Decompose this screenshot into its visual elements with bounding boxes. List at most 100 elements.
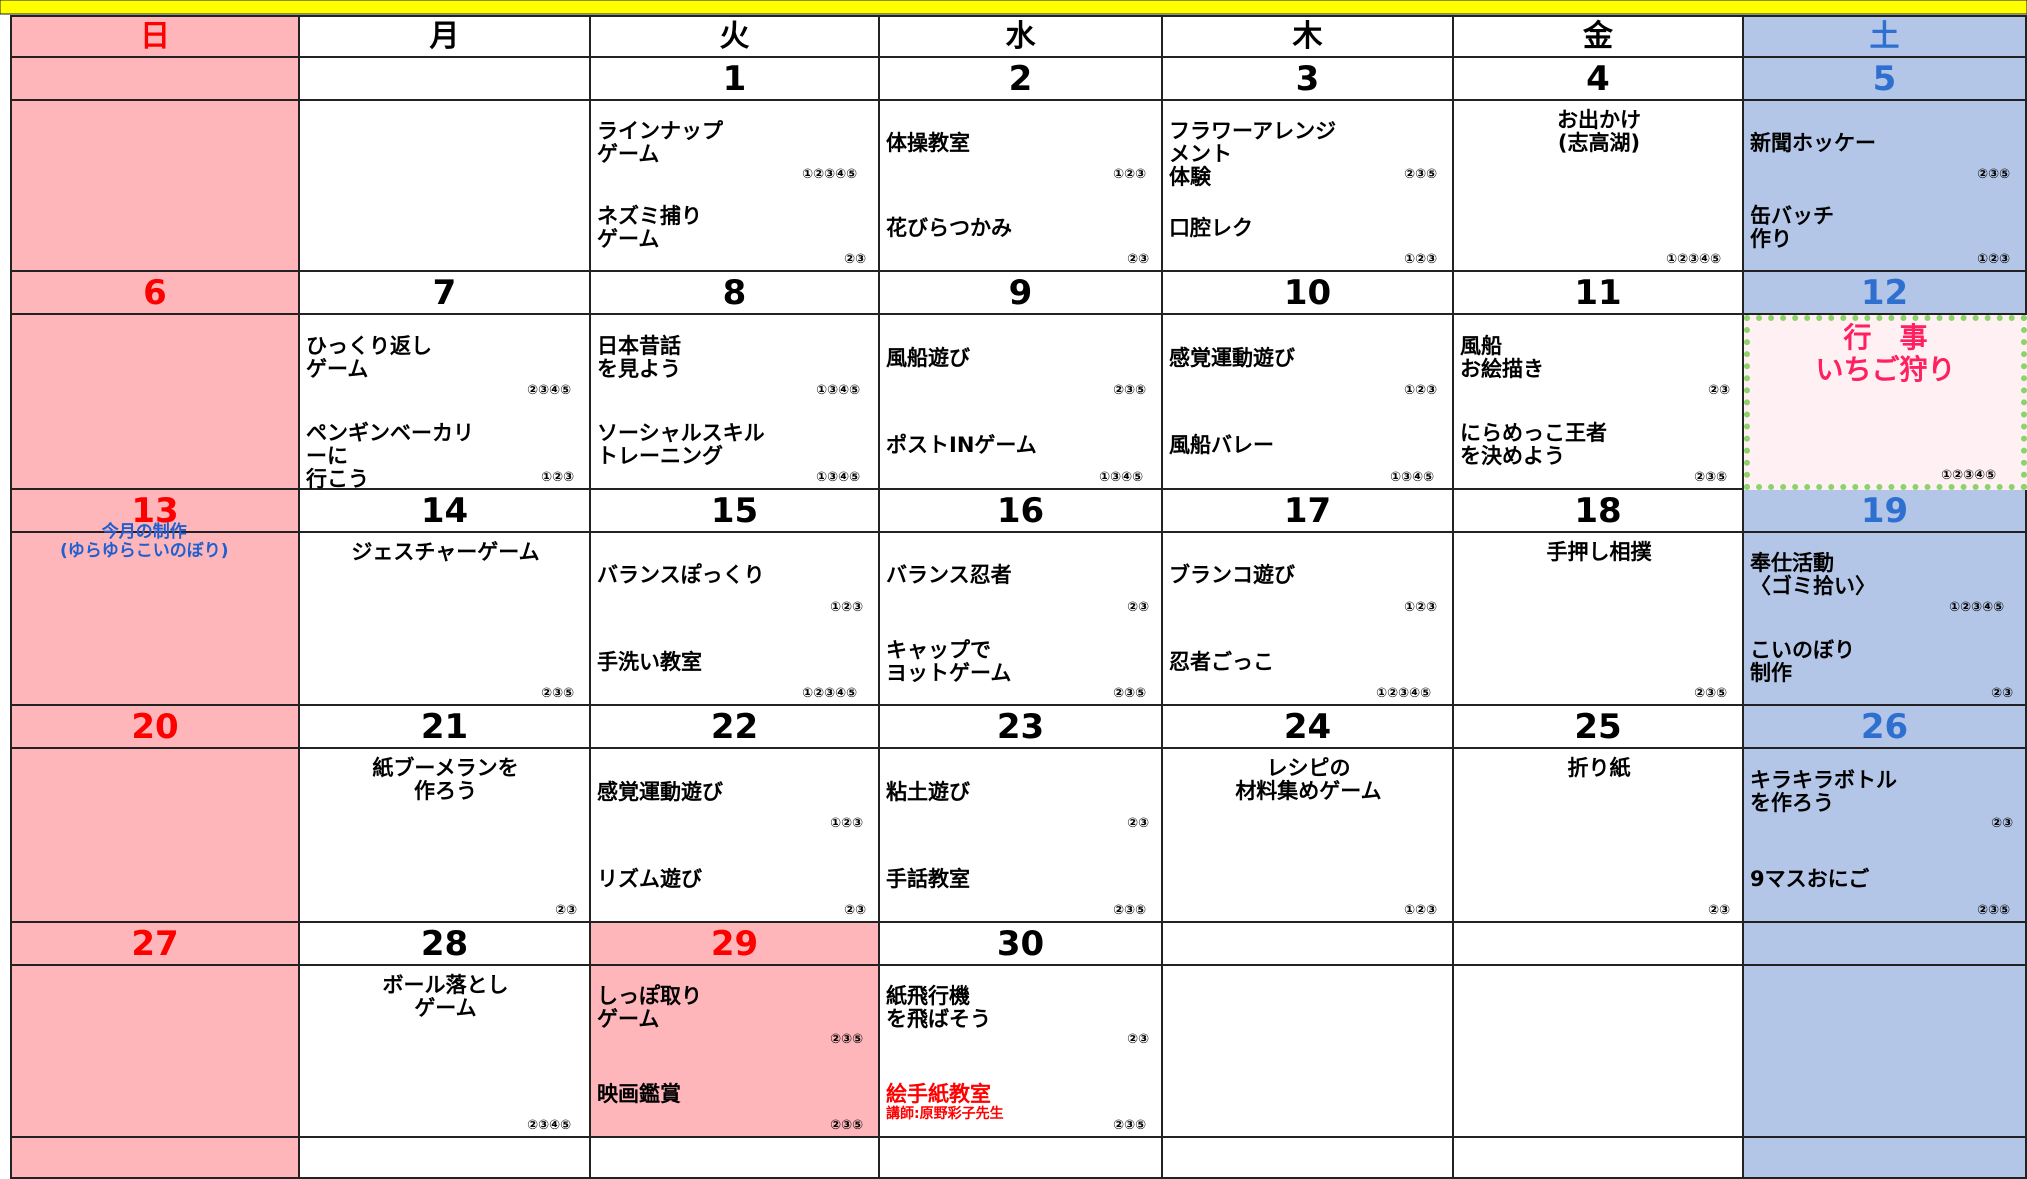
- date-cell: 27: [10, 923, 300, 966]
- date-cell: 23: [880, 706, 1163, 749]
- date-cell: [1744, 923, 2027, 966]
- activity: お出かけ (志高湖): [1557, 108, 1641, 156]
- activity: 口腔レク: [1169, 216, 1253, 241]
- day-header: 月: [300, 15, 591, 58]
- nums: ①②③④⑤: [802, 686, 858, 701]
- event-label: 行 事: [1843, 321, 1928, 354]
- activity: ジェスチャーゲーム: [351, 540, 540, 564]
- day-cell: [1744, 533, 2027, 706]
- date-cell: 14: [300, 490, 591, 533]
- day-cell: [1454, 315, 1744, 490]
- date-cell: 30: [880, 923, 1163, 966]
- date-cell: 5: [1744, 58, 2027, 101]
- day-cell: [1744, 749, 2027, 923]
- activity: 感覚運動遊び: [1169, 345, 1295, 370]
- nums: ②③⑤: [1977, 166, 2011, 182]
- date-cell: [1163, 923, 1454, 966]
- nums: ①②③: [1404, 903, 1438, 918]
- day-cell: [1163, 101, 1454, 272]
- day-cell: [1163, 749, 1454, 923]
- day-cell: [300, 533, 591, 706]
- activity: 風船バレー: [1169, 433, 1274, 458]
- nums: ①③④⑤: [1099, 470, 1144, 485]
- date-cell: 19: [1744, 490, 2027, 533]
- day-cell: [880, 533, 1163, 706]
- activity: 映画鑑賞: [597, 1082, 681, 1106]
- activity: ソーシャルスキル トレーニング: [597, 421, 765, 469]
- activity: バランス忍者: [886, 563, 1012, 588]
- activity: 忍者ごっこ: [1169, 649, 1274, 674]
- activity: 折り紙: [1567, 756, 1631, 780]
- date-cell: [10, 58, 300, 101]
- day-header: 日: [10, 15, 300, 58]
- nums: ②③⑤: [1113, 903, 1147, 918]
- date-cell: 24: [1163, 706, 1454, 749]
- activity: 風船 お絵描き: [1460, 333, 1544, 381]
- day-cell: [300, 101, 591, 272]
- date-cell: 28: [300, 923, 591, 966]
- nums: ②③④⑤: [527, 382, 572, 398]
- date-cell: 22: [591, 706, 880, 749]
- date-cell: 15: [591, 490, 880, 533]
- nums: ①③④⑤: [816, 382, 861, 398]
- nums: ②③: [555, 903, 578, 918]
- date-cell: 6: [10, 272, 300, 315]
- nums: ②③: [1127, 816, 1150, 831]
- activity: キャップで ヨットゲーム: [886, 637, 1012, 685]
- nums: ①②③: [1404, 252, 1438, 267]
- day-cell: [1454, 101, 1744, 272]
- activity: ラインナップ ゲーム: [597, 118, 723, 166]
- day-cell: [1744, 315, 2027, 490]
- activity: 粘土遊び: [886, 779, 970, 804]
- empty-cell: [1163, 1138, 1454, 1179]
- date-cell: 7: [300, 272, 591, 315]
- nums: ②③: [1708, 382, 1731, 398]
- activity: 奉仕活動 〈ゴミ拾い〉: [1750, 551, 1876, 599]
- nums: ②③⑤: [830, 1118, 864, 1133]
- date-cell: 12: [1744, 272, 2027, 315]
- date-cell: 16: [880, 490, 1163, 533]
- nums: ①②③④⑤: [1376, 686, 1432, 701]
- date-cell: [1454, 923, 1744, 966]
- day-header: 金: [1454, 15, 1744, 58]
- activity: 風船遊び: [886, 345, 970, 370]
- nums: ①②③④⑤: [1666, 252, 1722, 267]
- activity: 手話教室: [886, 866, 970, 891]
- day-cell: [591, 101, 880, 272]
- nums: ②③⑤: [1977, 903, 2011, 918]
- activity: 手押し相撲: [1546, 540, 1652, 564]
- date-cell: 29: [591, 923, 880, 966]
- nums: ②③⑤: [1694, 686, 1728, 701]
- nums: ②③⑤: [830, 1032, 864, 1047]
- date-cell: 25: [1454, 706, 1744, 749]
- activity: 花びらつかみ: [886, 216, 1012, 241]
- nums: ②③: [1991, 816, 2014, 831]
- activity: ひっくり返し ゲーム: [306, 333, 432, 381]
- activity: 缶バッチ 作り: [1750, 204, 1834, 252]
- nums: ①②③④⑤: [1941, 468, 1997, 483]
- day-cell: [300, 315, 591, 490]
- note: 今月の制作 (ゆらゆらこいのぼり): [60, 522, 229, 561]
- date-cell: 20: [10, 706, 300, 749]
- activity: 9マスおにご: [1750, 866, 1870, 891]
- nums: ①②③: [1404, 599, 1438, 615]
- nums: ①②③④⑤: [1949, 599, 2005, 615]
- day-cell: [880, 749, 1163, 923]
- nums: ②③⑤: [1113, 686, 1147, 701]
- nums: ②③⑤: [1694, 470, 1728, 485]
- empty-cell: [880, 1138, 1163, 1179]
- activity: 絵手紙教室: [886, 1082, 991, 1106]
- date-cell: 13: [10, 490, 300, 533]
- day-cell: [10, 966, 300, 1138]
- activity-sub: 講師:原野彩子先生: [886, 1106, 1004, 1122]
- nums: ①②③: [1113, 166, 1147, 182]
- day-cell: [300, 966, 591, 1138]
- nums: ②③⑤: [1113, 1118, 1147, 1133]
- day-cell: [1454, 749, 1744, 923]
- empty-cell: [1744, 1138, 2027, 1179]
- day-cell: [591, 749, 880, 923]
- empty-cell: [10, 1138, 300, 1179]
- day-cell: [1163, 315, 1454, 490]
- day-header: 水: [880, 15, 1163, 58]
- day-cell: [10, 315, 300, 490]
